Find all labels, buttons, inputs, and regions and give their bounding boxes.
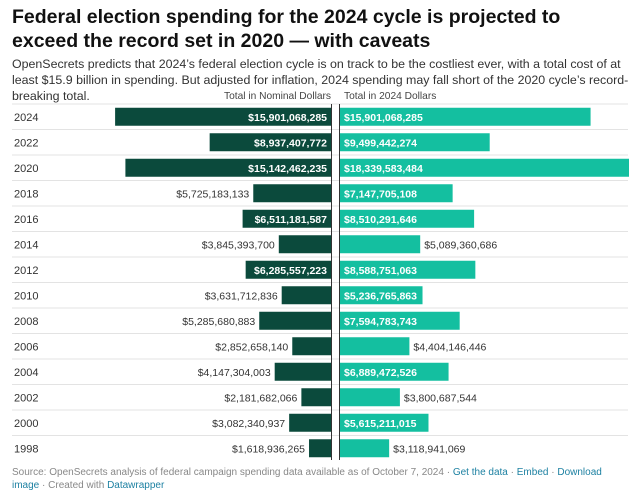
- nominal-value-label: $6,511,181,587: [255, 214, 328, 226]
- chart-footer: Source: OpenSecrets analysis of federal …: [12, 466, 628, 492]
- nominal-bar: [115, 107, 331, 126]
- category-label: 1998: [14, 443, 38, 455]
- adjusted-value-label: $6,889,472,526: [344, 367, 417, 379]
- footer-separator: · Created with: [39, 480, 108, 491]
- nominal-bar: [281, 286, 331, 305]
- adjusted-value-label: $8,510,291,646: [344, 214, 417, 226]
- adjusted-bar: [340, 209, 475, 228]
- adjusted-value-label: $8,588,751,063: [344, 265, 417, 277]
- nominal-bar: [209, 133, 331, 152]
- nominal-value-label: $15,901,068,285: [248, 112, 327, 124]
- get-data-link[interactable]: Get the data: [452, 467, 508, 478]
- category-label: 2006: [14, 341, 38, 353]
- nominal-bar: [259, 311, 331, 330]
- adjusted-bar: [340, 413, 429, 432]
- source-note: Source: OpenSecrets analysis of federal …: [12, 467, 453, 478]
- adjusted-bar: [340, 311, 460, 330]
- nominal-value-label: $3,845,393,700: [202, 239, 275, 251]
- category-label: 2010: [14, 290, 38, 302]
- adjusted-bar: [340, 388, 400, 407]
- adjusted-bar: [340, 133, 490, 152]
- embed-link[interactable]: Embed: [516, 467, 549, 478]
- adjusted-value-label: $9,499,442,274: [344, 137, 417, 149]
- category-label: 2002: [14, 392, 38, 404]
- category-label: 2016: [14, 214, 38, 226]
- category-label: 2004: [14, 367, 38, 379]
- adjusted-value-label: $4,404,146,446: [413, 341, 486, 353]
- nominal-value-label: $15,142,462,235: [248, 163, 327, 175]
- nominal-bar: [253, 184, 331, 203]
- adjusted-bar: [340, 158, 629, 177]
- adjusted-value-label: $3,118,941,069: [393, 443, 465, 455]
- nominal-value-label: $2,852,658,140: [215, 341, 288, 353]
- category-label: 2008: [14, 316, 38, 328]
- adjusted-bar: [340, 107, 591, 126]
- nominal-bar: [278, 235, 331, 254]
- adjusted-value-label: $15,901,068,285: [344, 112, 423, 124]
- download-image-link[interactable]: Download image: [12, 467, 602, 491]
- nominal-value-label: $5,285,680,883: [182, 316, 255, 328]
- adjusted-bar: [340, 235, 421, 254]
- adjusted-value-label: $5,089,360,686: [424, 239, 497, 251]
- nominal-bar: [301, 388, 331, 407]
- nominal-value-label: $3,631,712,836: [205, 290, 278, 302]
- series-header-nominal: Total in Nominal Dollars: [224, 91, 331, 102]
- adjusted-bar: [340, 286, 423, 305]
- adjusted-bar: [340, 184, 453, 203]
- nominal-value-label: $3,082,340,937: [212, 418, 285, 430]
- category-label: 2018: [14, 188, 38, 200]
- adjusted-value-label: $5,615,211,015: [344, 418, 417, 430]
- nominal-value-label: $4,147,304,003: [198, 367, 271, 379]
- series-header-adjusted: Total in 2024 Dollars: [344, 91, 436, 102]
- adjusted-bar: [340, 260, 476, 279]
- nominal-value-label: $6,285,557,223: [254, 265, 327, 277]
- nominal-bar: [289, 413, 331, 432]
- datawrapper-link[interactable]: Datawrapper: [107, 480, 165, 491]
- category-label: 2000: [14, 418, 38, 430]
- nominal-value-label: $8,937,407,772: [254, 137, 327, 149]
- nominal-value-label: $2,181,682,066: [224, 392, 297, 404]
- footer-separator: ·: [507, 467, 517, 478]
- footer-separator: ·: [548, 467, 558, 478]
- adjusted-value-label: $5,236,765,863: [344, 290, 417, 302]
- nominal-bar: [274, 362, 331, 381]
- category-label: 2024: [14, 112, 38, 124]
- category-label: 2012: [14, 265, 38, 277]
- chart-title: Federal election spending for the 2024 c…: [12, 6, 561, 52]
- adjusted-bar: [340, 362, 449, 381]
- nominal-bar: [245, 260, 331, 279]
- bar-chart: Total in Nominal Dollars Total in 2024 Do…: [12, 91, 629, 460]
- nominal-bar: [292, 337, 331, 356]
- category-label: 2022: [14, 137, 38, 149]
- nominal-value-label: $1,618,936,265: [232, 443, 305, 455]
- adjusted-bar: [340, 439, 390, 458]
- adjusted-value-label: $7,594,783,743: [344, 316, 417, 328]
- adjusted-bar: [340, 337, 410, 356]
- chart-subtitle: OpenSecrets predicts that 2024’s federal…: [12, 57, 629, 103]
- category-label: 2020: [14, 163, 38, 175]
- adjusted-value-label: $18,339,583,484: [344, 163, 423, 175]
- category-label: 2014: [14, 239, 38, 251]
- nominal-bar: [242, 209, 331, 228]
- adjusted-value-label: $7,147,705,108: [344, 188, 417, 200]
- nominal-bar: [125, 158, 331, 177]
- nominal-value-label: $5,725,183,133: [176, 188, 249, 200]
- adjusted-value-label: $3,800,687,544: [404, 392, 477, 404]
- nominal-bar: [309, 439, 331, 458]
